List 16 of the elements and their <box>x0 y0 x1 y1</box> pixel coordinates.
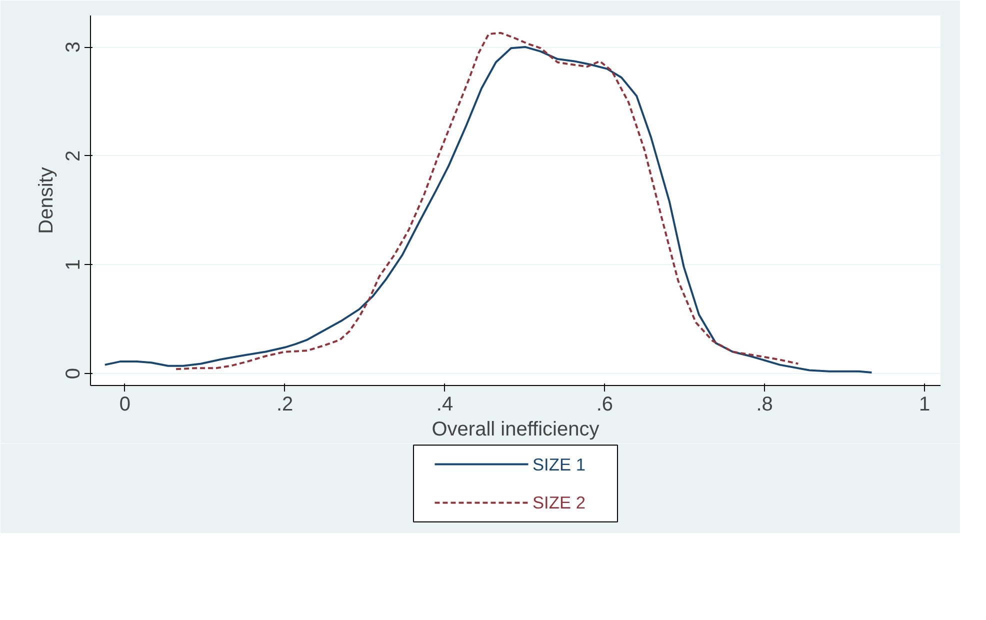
x-axis-title: Overall inefficiency <box>432 418 600 440</box>
x-tick-label: 0 <box>119 394 130 416</box>
x-tick-label: .2 <box>276 394 294 416</box>
y-tick-label: 2 <box>62 150 84 162</box>
y-tick-label: 3 <box>62 41 84 53</box>
line-series <box>104 46 873 374</box>
text: SIZE 2 <box>532 492 586 513</box>
y-axis-title: Density <box>36 167 58 234</box>
line-series <box>175 32 800 370</box>
y-tick-label: 0 <box>62 368 84 380</box>
x-tick-label: .4 <box>436 394 454 416</box>
text: SIZE 1 <box>532 454 586 474</box>
x-tick-label: .6 <box>596 394 614 416</box>
x-tick-label: 1 <box>918 394 930 416</box>
y-tick-label: 1 <box>62 259 84 270</box>
x-tick-label: .8 <box>756 394 773 416</box>
